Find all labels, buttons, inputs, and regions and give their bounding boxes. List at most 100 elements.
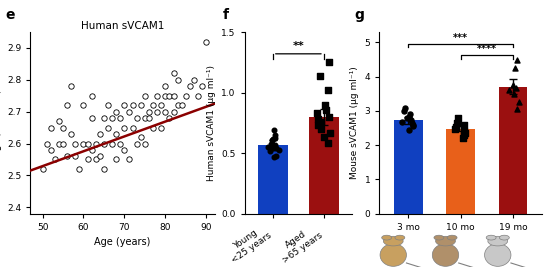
Point (108, 142, 117, 146)
Point (63, 154, 72, 158)
Point (59, 142, 68, 146)
Point (59, 125, 68, 130)
Point (324, 88, 333, 92)
Text: e: e (6, 8, 15, 22)
Point (46, 125, 55, 130)
Point (404, 115, 413, 119)
Text: ***: *** (453, 33, 468, 43)
Point (315, 73, 324, 78)
Point (165, 94, 174, 98)
Point (157, 103, 166, 107)
Y-axis label: Human sVCAM1 (µg ml⁻¹): Human sVCAM1 (µg ml⁻¹) (207, 65, 216, 181)
Point (91, 157, 100, 162)
Point (173, 78, 182, 82)
Point (153, 94, 162, 98)
Point (270, 155, 279, 159)
Point (460, 129, 469, 133)
Point (46, 148, 55, 152)
Point (268, 137, 277, 141)
Point (401, 106, 410, 110)
Point (75, 167, 84, 171)
Point (408, 121, 417, 125)
Point (148, 125, 157, 130)
Point (71, 154, 80, 158)
Point (145, 116, 153, 120)
Point (67, 132, 75, 136)
Point (400, 109, 409, 113)
Point (133, 116, 141, 120)
Text: g: g (355, 8, 365, 22)
Point (274, 148, 283, 152)
Point (269, 146, 278, 150)
Point (161, 94, 170, 98)
Point (87, 148, 96, 152)
Point (509, 92, 518, 97)
Bar (498, 87, 527, 214)
Point (317, 127, 326, 131)
Point (96, 154, 104, 158)
Point (112, 109, 120, 114)
Point (510, 66, 519, 70)
Point (320, 103, 329, 107)
Point (63, 103, 72, 107)
Point (128, 125, 137, 130)
Point (266, 149, 274, 154)
Point (87, 116, 96, 120)
Point (182, 94, 190, 98)
Point (398, 120, 407, 124)
Y-axis label: Mouse sVCAM1 (µg ml⁻¹): Mouse sVCAM1 (µg ml⁻¹) (350, 66, 359, 179)
Point (267, 142, 276, 146)
Point (450, 127, 459, 131)
Point (270, 128, 279, 132)
Point (103, 125, 112, 130)
Y-axis label: log₁₀(sVCAM1): log₁₀(sVCAM1) (0, 88, 2, 158)
Point (161, 84, 170, 88)
Point (409, 122, 417, 127)
Point (324, 60, 333, 64)
Point (406, 112, 415, 116)
Point (513, 107, 522, 111)
Point (128, 103, 137, 107)
Point (83, 142, 92, 146)
Point (405, 128, 414, 132)
Point (38, 167, 47, 171)
Bar (309, 117, 339, 214)
Point (133, 142, 141, 146)
Title: Human sVCAM1: Human sVCAM1 (81, 21, 164, 31)
Point (513, 58, 521, 62)
Point (71, 142, 80, 146)
Point (79, 142, 88, 146)
Point (194, 94, 202, 98)
Bar (446, 129, 475, 214)
Point (145, 109, 153, 114)
Point (120, 125, 129, 130)
Point (406, 118, 415, 123)
Bar (257, 145, 288, 214)
Point (409, 124, 417, 128)
Point (317, 119, 326, 124)
Point (452, 125, 460, 129)
Point (67, 84, 75, 88)
Point (140, 94, 149, 98)
Point (100, 167, 108, 171)
Point (271, 143, 280, 147)
Point (91, 142, 100, 146)
Point (324, 115, 333, 119)
Point (198, 84, 207, 88)
Point (161, 109, 170, 114)
Point (314, 117, 323, 121)
Point (268, 142, 277, 146)
Point (514, 100, 523, 104)
Point (202, 40, 211, 44)
Point (100, 116, 108, 120)
Point (313, 111, 322, 115)
Point (459, 123, 468, 127)
Point (508, 83, 517, 87)
Point (116, 116, 125, 120)
Point (270, 136, 279, 140)
Point (320, 135, 328, 139)
Point (314, 123, 322, 127)
Point (87, 94, 96, 98)
Text: ****: **** (477, 44, 497, 54)
Point (459, 136, 468, 140)
